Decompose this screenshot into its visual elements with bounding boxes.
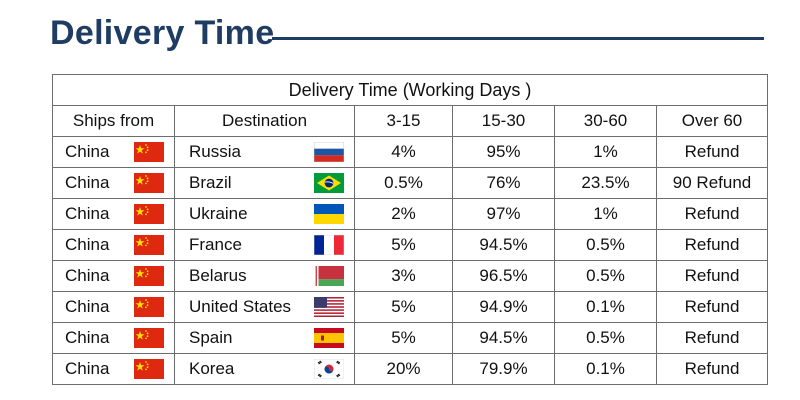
destination-cell: Belarus [174, 260, 355, 292]
china-flag-icon [134, 297, 164, 317]
page-title: Delivery Time [50, 14, 275, 52]
over-60-cell: Refund [655, 322, 769, 354]
over-60-cell: Refund [655, 136, 769, 168]
ships-from-text: China [65, 204, 110, 223]
ships-from-text: China [65, 266, 110, 285]
table-row: China Ukraine 2% 97% 1% Refund [52, 198, 769, 230]
ships-from-cell: China [52, 353, 175, 385]
pct-15-30-cell: 97% [452, 198, 555, 230]
ships-from-cell: China [52, 291, 175, 323]
pct-15-30-cell: 76% [452, 167, 555, 199]
ships-from-text: China [65, 142, 110, 161]
over-60-cell: Refund [655, 291, 769, 323]
over-60-cell: Refund [655, 260, 769, 292]
over-60-cell: 90 Refund [655, 167, 769, 199]
pct-30-60-cell: 0.5% [554, 260, 657, 292]
pct-15-30-cell: 94.9% [452, 291, 555, 323]
table-caption: Delivery Time (Working Days ) [51, 74, 769, 106]
brazil-flag-icon [314, 173, 344, 193]
header-15-30: 15-30 [452, 105, 555, 137]
table-row: China Korea 20% 79.9% 0.1% Refund [52, 353, 769, 385]
destination-text: France [189, 235, 242, 254]
header-3-15: 3-15 [354, 105, 453, 137]
pct-3-15-cell: 4% [354, 136, 453, 168]
ships-from-text: China [65, 359, 110, 378]
ships-from-cell: China [52, 167, 175, 199]
pct-3-15-cell: 2% [354, 198, 453, 230]
pct-3-15-cell: 5% [354, 322, 453, 354]
ships-from-text: China [65, 328, 110, 347]
destination-text: Brazil [189, 173, 232, 192]
destination-cell: United States [174, 291, 355, 323]
delivery-time-table: Delivery Time (Working Days ) Ships from… [51, 74, 769, 385]
destination-text: Belarus [189, 266, 247, 285]
pct-30-60-cell: 0.1% [554, 291, 657, 323]
russia-flag-icon [314, 142, 344, 162]
china-flag-icon [134, 204, 164, 224]
destination-text: Spain [189, 328, 233, 347]
pct-3-15-cell: 3% [354, 260, 453, 292]
ships-from-text: China [65, 235, 110, 254]
over-60-cell: Refund [655, 198, 769, 230]
pct-3-15-cell: 0.5% [354, 167, 453, 199]
pct-3-15-cell: 20% [354, 353, 453, 385]
header-over-60: Over 60 [655, 105, 769, 137]
pct-3-15-cell: 5% [354, 291, 453, 323]
spain-flag-icon [314, 328, 344, 348]
ships-from-cell: China [52, 229, 175, 261]
pct-3-15-cell: 5% [354, 229, 453, 261]
pct-15-30-cell: 79.9% [452, 353, 555, 385]
header-destination: Destination [174, 105, 355, 137]
belarus-flag-icon [314, 266, 344, 286]
table-row: China France 5% 94.5% 0.5% Refund [52, 229, 769, 261]
france-flag-icon [314, 235, 344, 255]
table-row: China Spain 5% 94.5% 0.5% Refund [52, 322, 769, 354]
ukraine-flag-icon [314, 204, 344, 224]
pct-30-60-cell: 1% [554, 198, 657, 230]
header-30-60: 30-60 [554, 105, 657, 137]
pct-30-60-cell: 0.1% [554, 353, 657, 385]
pct-15-30-cell: 96.5% [452, 260, 555, 292]
pct-15-30-cell: 95% [452, 136, 555, 168]
china-flag-icon [134, 328, 164, 348]
china-flag-icon [134, 235, 164, 255]
korea-flag-icon [314, 359, 344, 379]
table-body: China Russia 4% 95% 1% Refund China Brazil 0.5% 7… [52, 136, 769, 385]
destination-text: United States [189, 297, 292, 316]
header-ships-from: Ships from [52, 105, 175, 137]
table-row: China Belarus 3% 96.5% 0.5% Refund [52, 260, 769, 292]
table-row: China Brazil 0.5% 76% 23.5% 90 Refund [52, 167, 769, 199]
pct-30-60-cell: 0.5% [554, 322, 657, 354]
pct-15-30-cell: 94.5% [452, 322, 555, 354]
over-60-cell: Refund [655, 353, 769, 385]
over-60-cell: Refund [655, 229, 769, 261]
destination-text: Korea [189, 359, 235, 378]
usa-flag-icon [314, 297, 344, 317]
ships-from-cell: China [52, 136, 175, 168]
table-row: China Russia 4% 95% 1% Refund [52, 136, 769, 168]
china-flag-icon [134, 359, 164, 379]
china-flag-icon [134, 266, 164, 286]
ships-from-text: China [65, 297, 110, 316]
pct-30-60-cell: 0.5% [554, 229, 657, 261]
ships-from-cell: China [52, 198, 175, 230]
destination-cell: Ukraine [174, 198, 355, 230]
destination-cell: Spain [174, 322, 355, 354]
title-divider [272, 37, 764, 40]
destination-text: Russia [189, 142, 241, 161]
ships-from-text: China [65, 173, 110, 192]
china-flag-icon [134, 173, 164, 193]
ships-from-cell: China [52, 322, 175, 354]
destination-cell: Korea [174, 353, 355, 385]
pct-30-60-cell: 1% [554, 136, 657, 168]
destination-cell: Brazil [174, 167, 355, 199]
pct-30-60-cell: 23.5% [554, 167, 657, 199]
ships-from-cell: China [52, 260, 175, 292]
destination-text: Ukraine [189, 204, 248, 223]
table-row: China United States 5% 94.9% 0.1% Refund [52, 291, 769, 323]
destination-cell: Russia [174, 136, 355, 168]
destination-cell: France [174, 229, 355, 261]
pct-15-30-cell: 94.5% [452, 229, 555, 261]
china-flag-icon [134, 142, 164, 162]
